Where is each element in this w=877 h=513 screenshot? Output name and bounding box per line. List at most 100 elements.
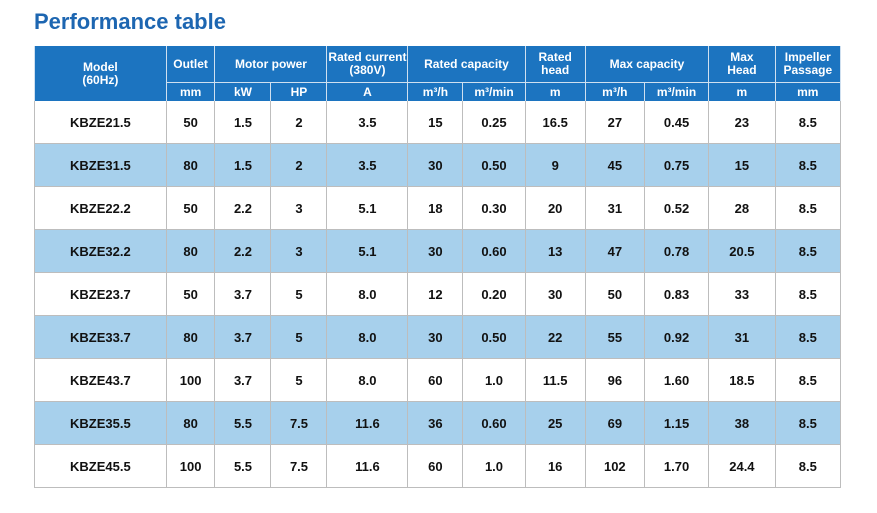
header-rated-head-label: Rated — [538, 50, 572, 64]
unit-outlet: mm — [165, 82, 216, 101]
cell-max-cap-m3h: 55 — [584, 315, 645, 359]
cell-amp: 3.5 — [326, 143, 408, 187]
cell-max-head: 33 — [708, 272, 776, 316]
cell-rated-cap-m3h: 30 — [407, 143, 463, 187]
table-row: KBZE22.2 50 2.2 3 5.1 18 0.30 20 31 0.52… — [34, 186, 842, 230]
header-rated-current-sub: (380V) — [349, 63, 386, 77]
cell-outlet: 80 — [165, 143, 215, 187]
cell-rated-cap-m3h: 30 — [407, 315, 463, 359]
cell-impeller: 8.5 — [774, 272, 842, 316]
cell-max-cap-m3min: 0.83 — [643, 272, 709, 316]
cell-rated-cap-m3min: 0.20 — [462, 272, 526, 316]
header-impeller-label: Impeller — [784, 50, 831, 64]
cell-outlet: 50 — [165, 186, 215, 230]
header-impeller-sub: Passage — [783, 63, 833, 77]
unit-hp: HP — [270, 82, 328, 101]
header-model: Model (60Hz) — [34, 46, 167, 101]
table-row: KBZE43.7 100 3.7 5 8.0 60 1.0 11.5 96 1.… — [34, 358, 842, 402]
cell-max-cap-m3h: 31 — [584, 186, 645, 230]
cell-hp: 7.5 — [270, 401, 327, 445]
cell-rated-head: 16 — [524, 444, 586, 488]
unit-rated-cap-m3h: m³/h — [407, 82, 464, 101]
cell-rated-cap-m3h: 60 — [407, 358, 463, 402]
cell-amp: 11.6 — [326, 401, 408, 445]
cell-outlet: 100 — [165, 444, 215, 488]
units-row: mm kW HP A m³/h m³/min m m³/h m³/min m m… — [35, 82, 842, 101]
cell-amp: 5.1 — [326, 186, 408, 230]
cell-max-head: 38 — [708, 401, 776, 445]
cell-max-head: 18.5 — [708, 358, 776, 402]
header-impeller: Impeller Passage — [774, 46, 842, 83]
cell-kw: 2.2 — [214, 229, 271, 273]
cell-rated-cap-m3h: 36 — [407, 401, 463, 445]
cell-rated-cap-m3min: 0.25 — [462, 101, 526, 144]
table-body: KBZE21.5 50 1.5 2 3.5 15 0.25 16.5 27 0.… — [34, 101, 842, 488]
cell-kw: 1.5 — [214, 101, 271, 144]
cell-impeller: 8.5 — [774, 186, 842, 230]
cell-rated-cap-m3min: 0.30 — [462, 186, 526, 230]
header-rated-current: Rated current (380V) — [326, 46, 409, 83]
cell-impeller: 8.5 — [774, 229, 842, 273]
unit-amp: A — [326, 82, 409, 101]
cell-kw: 2.2 — [214, 186, 271, 230]
cell-max-cap-m3min: 0.92 — [643, 315, 709, 359]
cell-outlet: 50 — [165, 272, 215, 316]
header-rated-current-label: Rated current — [328, 50, 407, 64]
cell-model: KBZE43.7 — [34, 358, 167, 402]
cell-outlet: 50 — [165, 101, 215, 144]
cell-outlet: 80 — [165, 401, 215, 445]
cell-rated-cap-m3h: 60 — [407, 444, 463, 488]
cell-max-cap-m3h: 47 — [584, 229, 645, 273]
cell-rated-head: 13 — [524, 229, 586, 273]
cell-model: KBZE31.5 — [34, 143, 167, 187]
unit-max-cap-m3h: m³/h — [584, 82, 645, 101]
header-max-head: Max Head — [708, 46, 776, 83]
cell-kw: 5.5 — [214, 444, 271, 488]
cell-model: KBZE32.2 — [34, 229, 167, 273]
unit-rated-head: m — [524, 82, 586, 101]
cell-amp: 3.5 — [326, 101, 408, 144]
header-rated-head: Rated head — [524, 46, 586, 83]
cell-max-head: 31 — [708, 315, 776, 359]
cell-impeller: 8.5 — [774, 358, 842, 402]
cell-rated-cap-m3min: 0.50 — [462, 315, 526, 359]
cell-rated-cap-m3h: 18 — [407, 186, 463, 230]
cell-impeller: 8.5 — [774, 143, 842, 187]
unit-max-head: m — [708, 82, 776, 101]
cell-rated-cap-m3min: 1.0 — [462, 358, 526, 402]
unit-impeller: mm — [774, 82, 842, 101]
unit-max-cap-m3min: m³/min — [643, 82, 710, 101]
unit-kw: kW — [214, 82, 272, 101]
cell-amp: 11.6 — [326, 444, 408, 488]
cell-rated-cap-m3h: 15 — [407, 101, 463, 144]
table-row: KBZE21.5 50 1.5 2 3.5 15 0.25 16.5 27 0.… — [34, 101, 842, 144]
table-header: Model (60Hz) Outlet Motor power Rated cu… — [34, 46, 842, 101]
cell-kw: 1.5 — [214, 143, 271, 187]
cell-model: KBZE21.5 — [34, 101, 167, 144]
header-model-sub: (60Hz) — [82, 72, 119, 87]
table-row: KBZE45.5 100 5.5 7.5 11.6 60 1.0 16 102 … — [34, 444, 842, 488]
table-row: KBZE33.7 80 3.7 5 8.0 30 0.50 22 55 0.92… — [34, 315, 842, 359]
cell-model: KBZE35.5 — [34, 401, 167, 445]
cell-impeller: 8.5 — [774, 101, 842, 144]
cell-rated-head: 16.5 — [524, 101, 586, 144]
cell-rated-head: 25 — [524, 401, 586, 445]
page-title: Performance table — [34, 9, 226, 34]
cell-rated-cap-m3min: 1.0 — [462, 444, 526, 488]
cell-kw: 3.7 — [214, 358, 271, 402]
cell-amp: 8.0 — [326, 272, 408, 316]
cell-max-cap-m3min: 1.15 — [643, 401, 709, 445]
cell-rated-head: 20 — [524, 186, 586, 230]
cell-max-cap-m3min: 0.52 — [643, 186, 709, 230]
table-row: KBZE35.5 80 5.5 7.5 11.6 36 0.60 25 69 1… — [34, 401, 842, 445]
cell-rated-head: 22 — [524, 315, 586, 359]
header-outlet: Outlet — [165, 46, 216, 83]
cell-hp: 7.5 — [270, 444, 327, 488]
cell-max-head: 24.4 — [708, 444, 776, 488]
table-row: KBZE23.7 50 3.7 5 8.0 12 0.20 30 50 0.83… — [34, 272, 842, 316]
cell-max-head: 28 — [708, 186, 776, 230]
cell-hp: 5 — [270, 315, 327, 359]
cell-kw: 3.7 — [214, 315, 271, 359]
cell-max-cap-m3h: 69 — [584, 401, 645, 445]
header-rated-head-sub: head — [541, 63, 570, 77]
